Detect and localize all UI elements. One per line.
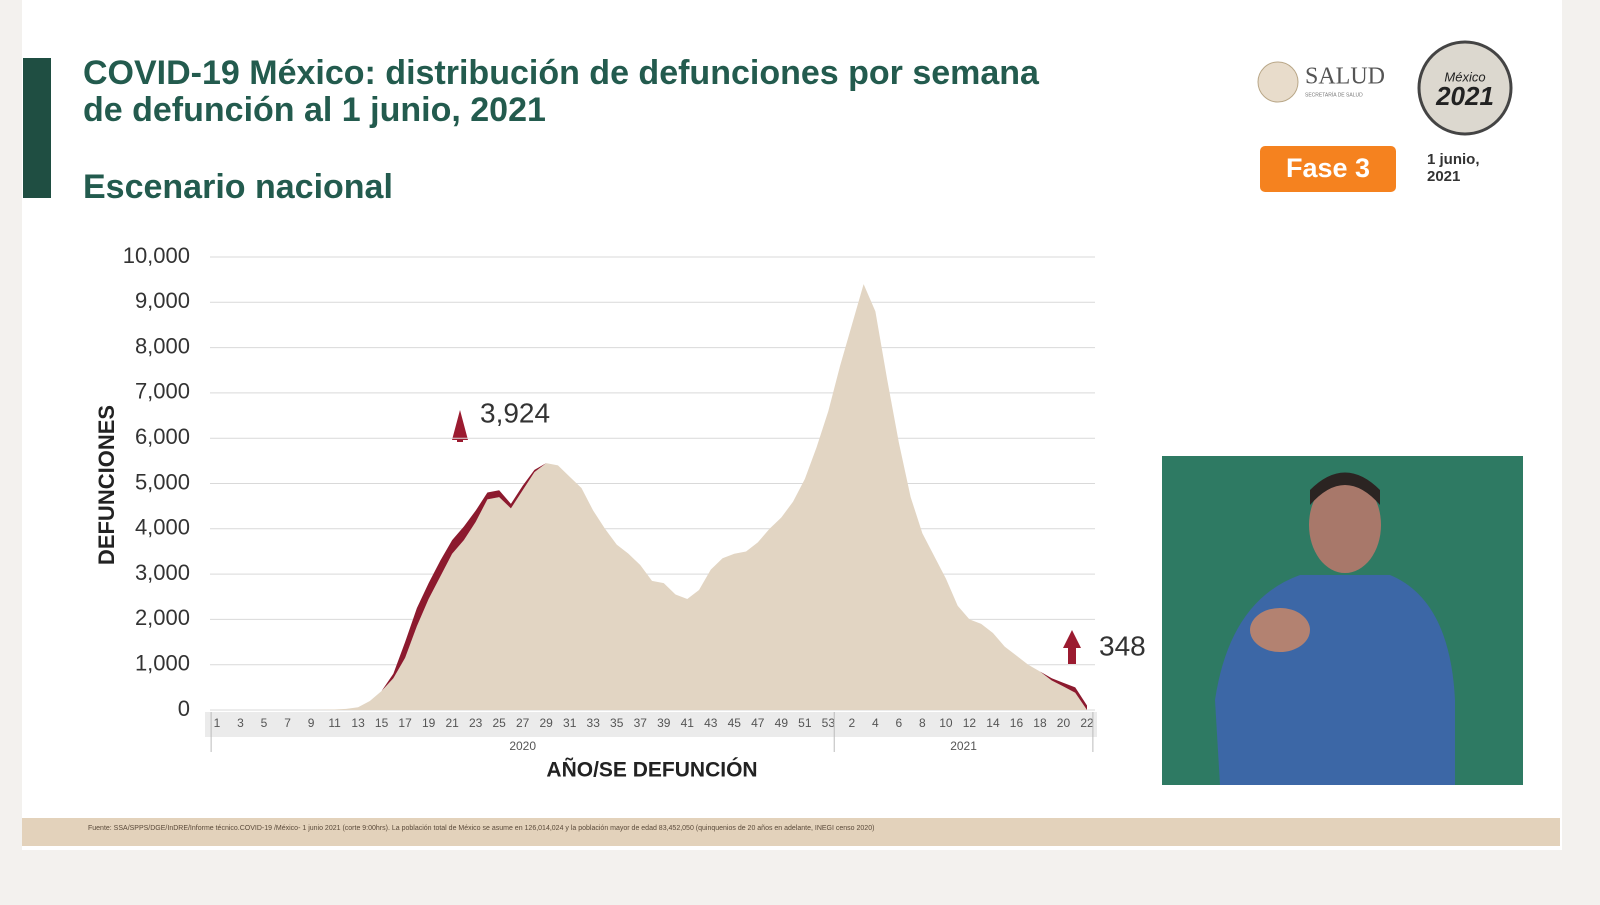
- x-tick-label: 15: [375, 716, 389, 730]
- x-tick-label: 22: [1080, 716, 1094, 730]
- x-tick-label: 19: [422, 716, 436, 730]
- y-tick-label: 10,000: [123, 243, 190, 268]
- y-tick-label: 7,000: [135, 379, 190, 404]
- x-tick-label: 7: [284, 716, 291, 730]
- seal: [1257, 61, 1299, 103]
- x-tick-label: 13: [351, 716, 365, 730]
- x-tick-label: 45: [728, 716, 742, 730]
- phase-badge: [1260, 146, 1396, 192]
- x-tick-label: 53: [822, 716, 836, 730]
- x-tick-label: 21: [445, 716, 459, 730]
- y-axis-label: DEFUNCIONES: [94, 405, 119, 565]
- x-tick-label: 43: [704, 716, 718, 730]
- logo-sub: SECRETARÍA DE SALUD: [1305, 91, 1363, 98]
- phase: Fase 3: [1286, 153, 1370, 183]
- plot: 0 1,000 2,000 3,000 4,000 5,000 6,000 7,000 8,00…: [123, 243, 1095, 753]
- area: [217, 284, 1087, 710]
- x-tick-label: 18: [1033, 716, 1047, 730]
- y-tick-label: 8,000: [135, 333, 190, 358]
- x-tick-label: 47: [751, 716, 765, 730]
- x-tick-label: 16: [1010, 716, 1024, 730]
- date: 1 junio,: [1427, 151, 1480, 168]
- x-axis-label: AÑO/SE DEFUNCIÓN: [546, 758, 757, 782]
- x-tick-label: 6: [896, 716, 903, 730]
- x-tick-label: 25: [492, 716, 506, 730]
- footnote: Fuente: SSA/SPPS/DGE/InDRE/Informe técni…: [88, 825, 874, 832]
- badge-name: México: [1444, 69, 1485, 84]
- badge-year: 2021: [1435, 81, 1494, 111]
- x-tick-label: 37: [634, 716, 648, 730]
- x-tick-label: 51: [798, 716, 812, 730]
- x-tick-label: 5: [261, 716, 268, 730]
- x-tick-label: 3: [237, 716, 244, 730]
- person-hands: [1250, 608, 1310, 652]
- accent-bar: [23, 58, 51, 198]
- title: de defunción al 1 junio, 2021: [83, 91, 546, 129]
- badge: [1417, 40, 1513, 136]
- date: 2021: [1427, 168, 1460, 185]
- x-tick-label: 12: [963, 716, 977, 730]
- x-tick-label: 49: [775, 716, 789, 730]
- y-tick-label: 0: [178, 696, 190, 721]
- logo-name: SALUD: [1305, 64, 1385, 90]
- x-tick-label: 23: [469, 716, 483, 730]
- x-tick-label: 8: [919, 716, 926, 730]
- x-group-label: 2021: [950, 739, 977, 753]
- x-tick-label: 9: [308, 716, 315, 730]
- y-tick-label: 6,000: [135, 424, 190, 449]
- person-head: [1309, 477, 1381, 573]
- x-tick-label: 31: [563, 716, 577, 730]
- x-tick-label: 2: [849, 716, 856, 730]
- x-tick-label: 27: [516, 716, 530, 730]
- x-group-label: 2020: [509, 739, 536, 753]
- arrow: [452, 410, 468, 442]
- x-tick-label: 41: [681, 716, 695, 730]
- annotation: 348: [1099, 630, 1146, 661]
- x-tick-label: 33: [587, 716, 601, 730]
- arrow: [1063, 630, 1081, 664]
- x-tick-label: 35: [610, 716, 624, 730]
- x-tick-label: 4: [872, 716, 879, 730]
- subtitle: Escenario nacional: [83, 168, 393, 206]
- x-tick-label: 10: [939, 716, 953, 730]
- x-tick-label: 14: [986, 716, 1000, 730]
- title: COVID-19 México: distribución de defunci…: [83, 54, 1040, 92]
- y-tick-label: 5,000: [135, 469, 190, 494]
- x-tick-band: [205, 712, 1097, 737]
- y-tick-label: 3,000: [135, 560, 190, 585]
- person-hair: [1310, 472, 1380, 505]
- y-tick-label: 4,000: [135, 515, 190, 540]
- y-tick-label: 2,000: [135, 605, 190, 630]
- y-tick-label: 9,000: [135, 288, 190, 313]
- footer-band: [22, 818, 1560, 846]
- x-tick-label: 17: [398, 716, 412, 730]
- x-tick-label: 20: [1057, 716, 1071, 730]
- annotation: 3,924: [480, 397, 550, 428]
- x-tick-label: 39: [657, 716, 671, 730]
- interpreter-video: [1162, 456, 1523, 785]
- x-tick-label: 29: [540, 716, 554, 730]
- x-tick-label: 1: [214, 716, 221, 730]
- y-tick-label: 1,000: [135, 651, 190, 676]
- x-tick-label: 11: [328, 716, 341, 730]
